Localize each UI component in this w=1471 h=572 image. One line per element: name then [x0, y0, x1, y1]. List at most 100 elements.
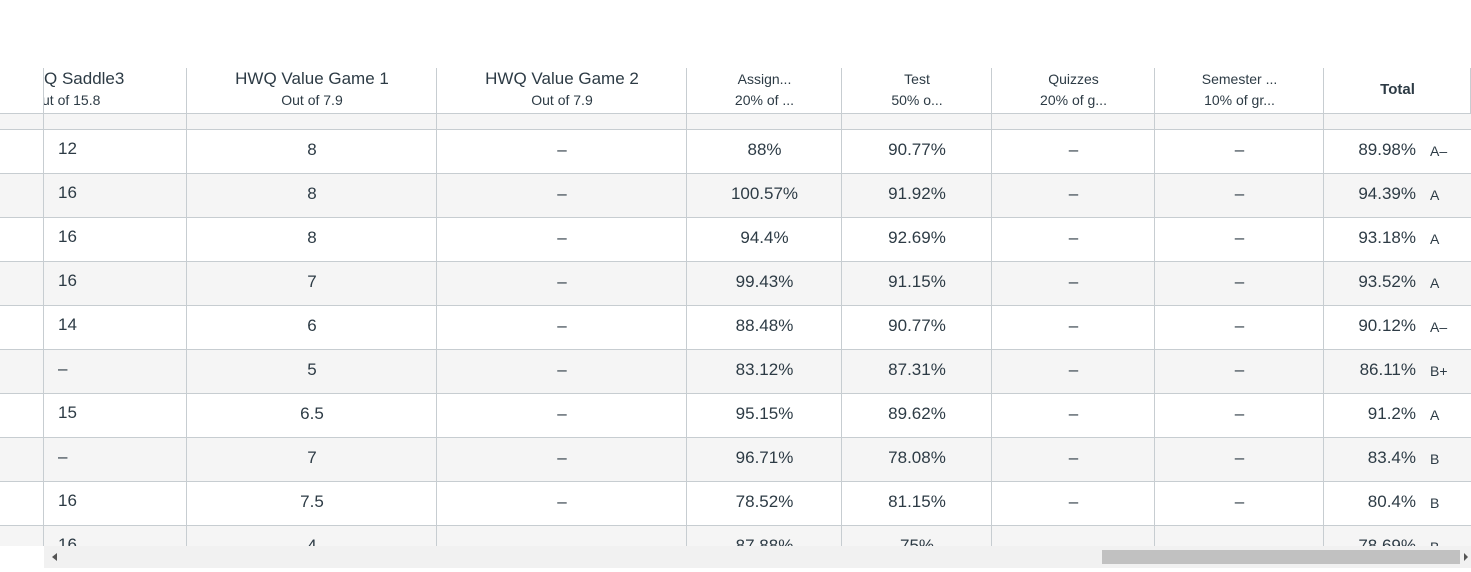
grade-cell: – [1068, 184, 1079, 203]
scroll-thumb[interactable] [1102, 550, 1460, 564]
grade-cell: 96.71% [735, 448, 794, 467]
column-divider [1323, 114, 1324, 546]
header-cell[interactable]: Test 50% o... [842, 68, 992, 114]
scroll-left-arrow[interactable] [52, 553, 57, 561]
column-title: Assign... [737, 71, 792, 87]
grade-cell: – [557, 316, 567, 335]
grade-cell: 14 [58, 315, 77, 334]
grade-cell: – [1234, 360, 1245, 379]
grade-cell: 5 [307, 360, 317, 379]
grade-cell: 83.12% [735, 360, 794, 379]
column-subtitle: 50% o... [891, 92, 943, 108]
grade-cell: – [1234, 492, 1245, 511]
grade-cell: 89.98% [1358, 140, 1416, 159]
column-subtitle: 10% of gr... [1204, 92, 1275, 108]
column-subtitle: 20% of g... [1040, 92, 1107, 108]
column-title: Total [1380, 81, 1415, 98]
grade-cell: 8 [307, 140, 317, 159]
grade-cell: 78.08% [888, 448, 946, 467]
letter-grade: B+ [1430, 363, 1448, 379]
grade-cell: 99.43% [735, 272, 794, 291]
column-title: Semester ... [1201, 71, 1278, 87]
horizontal-scrollbar[interactable] [44, 546, 1471, 568]
grade-cell: 91.92% [888, 184, 946, 203]
grade-cell: – [1068, 448, 1079, 467]
grade-cell: – [557, 448, 567, 467]
letter-grade: A– [1430, 319, 1448, 335]
column-divider [1154, 114, 1155, 546]
letter-grade: B [1430, 539, 1439, 546]
grade-cell: 7.5 [300, 492, 324, 511]
grade-cell: – [1234, 316, 1245, 335]
grade-cell: 16 [58, 183, 77, 202]
column-subtitle: Out of 7.9 [281, 92, 343, 108]
grade-cell: – [1068, 404, 1079, 423]
letter-grade: B [1430, 451, 1440, 467]
grade-cell: 80.4% [1367, 492, 1416, 511]
column-divider [841, 114, 842, 546]
grade-cell: – [1234, 536, 1245, 546]
grade-cell: 6 [307, 316, 317, 335]
grade-cell: 100.57% [730, 184, 799, 203]
grade-cell: 75% [899, 536, 935, 546]
column-title: HWQ Value Game 2 [485, 69, 639, 88]
grade-cell: – [1068, 360, 1079, 379]
header-cell[interactable]: HWQ Value Game 2 Out of 7.9 [437, 68, 687, 114]
grade-cell: – [557, 536, 567, 546]
grade-cell: – [1068, 316, 1079, 335]
grade-cell: 78.69% [1358, 536, 1416, 546]
grade-row: 14 6 – 88.48% 90.77% – – 90.12% A– [0, 306, 1471, 350]
column-divider [436, 114, 437, 546]
grade-cell: – [557, 228, 567, 247]
grade-cell: 91.15% [888, 272, 946, 291]
grade-cell: 7 [307, 272, 317, 291]
grade-cell: 90.12% [1358, 316, 1416, 335]
grade-cell: 8 [307, 228, 317, 247]
scroll-right-arrow[interactable] [1464, 553, 1468, 561]
header-cell[interactable]: Q Saddle3 ut of 15.8 [44, 68, 187, 114]
column-title: Q Saddle3 [44, 69, 125, 88]
header-cell[interactable]: Total [1324, 68, 1471, 114]
grade-cell: – [557, 184, 567, 203]
scrollbar-art [52, 550, 1468, 564]
grade-cell: 78.52% [735, 492, 794, 511]
grade-cell: – [557, 272, 567, 291]
letter-grade: A [1430, 275, 1440, 291]
grade-cell: 4 [307, 536, 317, 546]
grade-row: 16 7 – 99.43% 91.15% – – 93.52% A [0, 262, 1471, 306]
header-cell[interactable]: Assign... 20% of ... [687, 68, 842, 114]
grade-cell: 83.4% [1367, 448, 1416, 467]
grade-cell: 16 [58, 271, 77, 290]
column-subtitle: ut of 15.8 [44, 92, 101, 108]
letter-grade: A– [1430, 143, 1448, 159]
grade-cell: 93.18% [1358, 228, 1416, 247]
header-cell[interactable]: Quizzes 20% of g... [992, 68, 1155, 114]
grade-cell: 88.48% [735, 316, 794, 335]
grade-cell: – [1068, 228, 1079, 247]
grade-cell: – [1068, 140, 1079, 159]
grade-row: – 7 – 96.71% 78.08% – – 83.4% B [0, 438, 1471, 482]
grade-cell: – [1068, 536, 1079, 546]
grade-cell: 90.77% [888, 140, 946, 159]
grade-cell: – [1234, 184, 1245, 203]
grade-cell: 86.11% [1359, 360, 1416, 379]
grade-cell: 87.88% [735, 536, 794, 546]
grade-cell: – [557, 404, 567, 423]
header-cell[interactable]: Semester ... 10% of gr... [1155, 68, 1324, 114]
column-divider [686, 114, 687, 546]
grade-cell: 8 [307, 184, 317, 203]
grade-cell: 88% [747, 140, 782, 159]
header-cell[interactable]: HWQ Value Game 1 Out of 7.9 [187, 68, 437, 114]
grade-row: 16 8 – 100.57% 91.92% – – 94.39% A [0, 174, 1471, 218]
grade-cell: 81.15% [888, 492, 946, 511]
grade-cell: 92.69% [888, 228, 946, 247]
grade-cell: 94.4% [740, 228, 789, 247]
grade-cell: – [1234, 140, 1245, 159]
grade-cell: 94.39% [1358, 184, 1416, 203]
grade-cell: 87.31% [888, 360, 946, 379]
grade-cell: 16 [58, 491, 77, 510]
grade-cell: 95.15% [735, 404, 794, 423]
column-title: HWQ Value Game 1 [235, 69, 389, 88]
grade-cell: 16 [58, 227, 77, 246]
grade-row: 16 8 – 94.4% 92.69% – – 93.18% A [0, 218, 1471, 262]
